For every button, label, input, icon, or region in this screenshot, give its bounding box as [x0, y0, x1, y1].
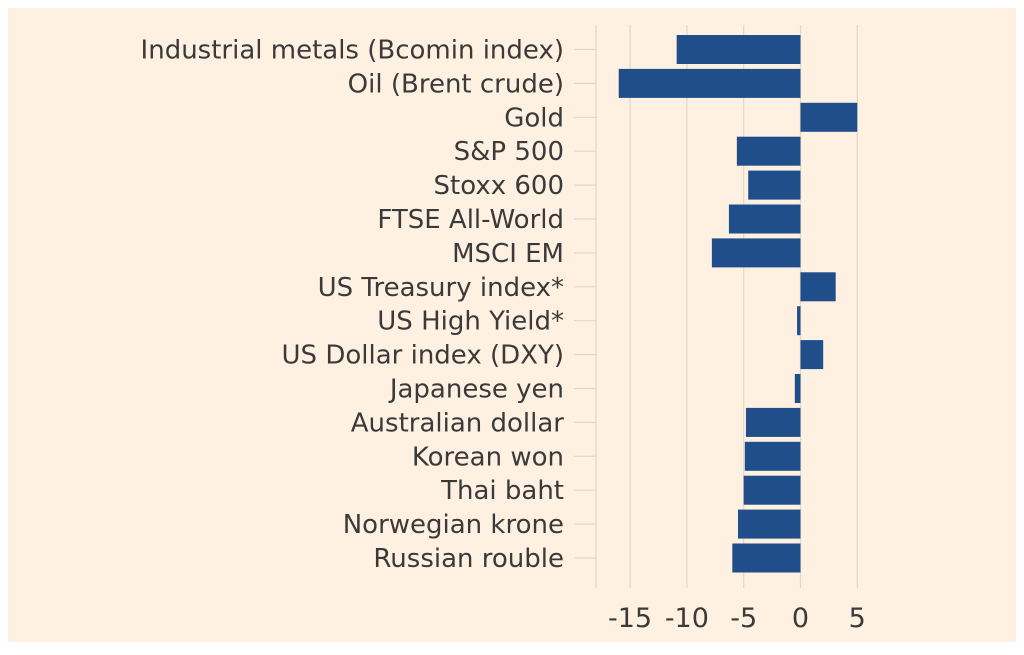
category-label: US Treasury index*	[318, 273, 564, 303]
bar	[800, 102, 858, 132]
category-label: Stoxx 600	[434, 171, 564, 201]
bar	[738, 509, 801, 539]
bar	[732, 543, 801, 573]
category-label: S&P 500	[454, 137, 564, 167]
bar	[797, 306, 801, 336]
category-label: US Dollar index (DXY)	[282, 341, 564, 371]
x-tick-label: -15	[608, 603, 652, 634]
category-labels: Industrial metals (Bcomin index)Oil (Bre…	[141, 36, 565, 575]
category-label: Russian rouble	[373, 544, 564, 574]
x-tick-label: -5	[730, 603, 757, 634]
y-axis	[574, 25, 597, 588]
bar	[736, 136, 801, 166]
bar	[794, 374, 801, 403]
category-label: Norwegian krone	[343, 510, 564, 540]
bar	[743, 475, 801, 505]
category-label: Japanese yen	[388, 375, 564, 405]
category-label: US High Yield*	[377, 307, 564, 337]
category-label: Korean won	[412, 442, 564, 472]
x-tick-label: 0	[792, 603, 809, 634]
bar	[745, 407, 801, 437]
bar	[744, 441, 801, 471]
bar	[728, 204, 801, 234]
category-label: Thai baht	[440, 476, 564, 506]
bar	[711, 238, 801, 268]
bar	[800, 272, 836, 302]
x-tick-label: 5	[849, 603, 866, 634]
category-label: Australian dollar	[351, 408, 565, 438]
bar	[618, 68, 801, 98]
x-tick-label: -10	[665, 603, 709, 634]
bar	[748, 170, 801, 200]
bar	[800, 340, 824, 370]
bar	[676, 35, 801, 64]
category-label: FTSE All-World	[377, 205, 564, 235]
category-label: MSCI EM	[452, 239, 564, 269]
x-tick-labels: -15 -10 -5 0 5	[608, 603, 866, 634]
bars	[618, 35, 858, 573]
category-label: Industrial metals (Bcomin index)	[141, 36, 564, 66]
category-label: Gold	[504, 103, 564, 133]
category-label: Oil (Brent crude)	[348, 69, 564, 99]
